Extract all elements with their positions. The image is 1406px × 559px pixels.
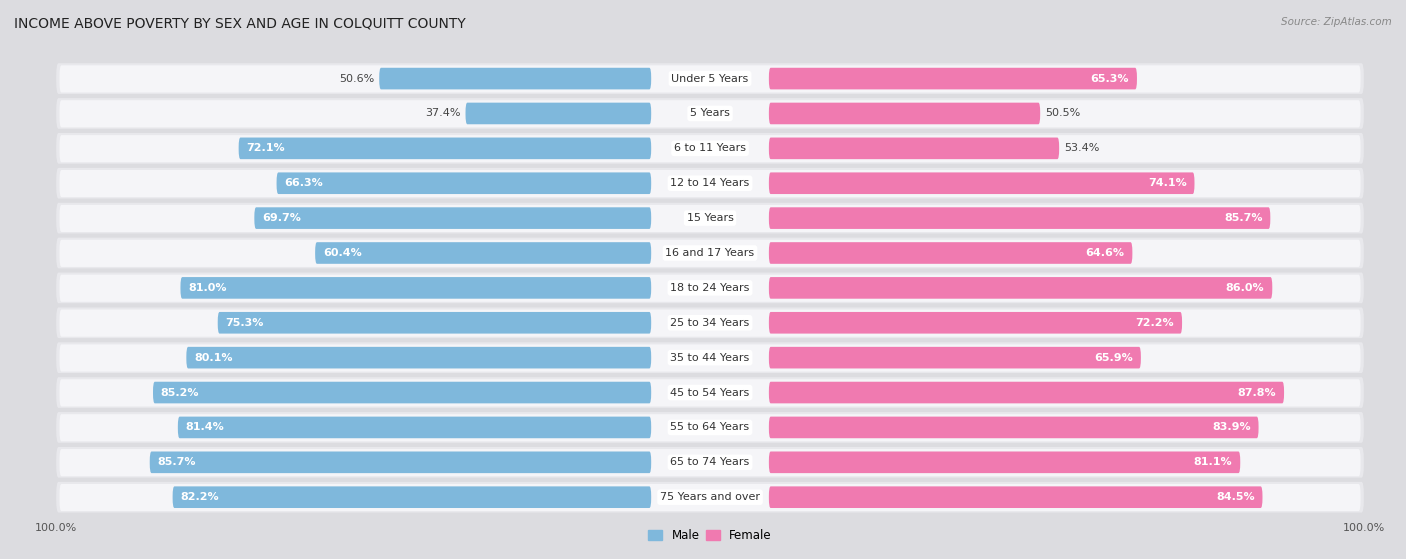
Text: 81.4%: 81.4% [186,423,225,433]
Text: INCOME ABOVE POVERTY BY SEX AND AGE IN COLQUITT COUNTY: INCOME ABOVE POVERTY BY SEX AND AGE IN C… [14,17,465,31]
Text: Source: ZipAtlas.com: Source: ZipAtlas.com [1281,17,1392,27]
Legend: Male, Female: Male, Female [644,524,776,547]
Text: 16 and 17 Years: 16 and 17 Years [665,248,755,258]
Text: 25 to 34 Years: 25 to 34 Years [671,318,749,328]
Text: 81.0%: 81.0% [188,283,226,293]
Text: 82.2%: 82.2% [180,492,219,502]
FancyBboxPatch shape [180,277,651,299]
Text: 85.2%: 85.2% [160,387,200,397]
FancyBboxPatch shape [56,377,1364,408]
FancyBboxPatch shape [59,100,1361,127]
Text: 81.1%: 81.1% [1194,457,1233,467]
Text: 55 to 64 Years: 55 to 64 Years [671,423,749,433]
FancyBboxPatch shape [59,414,1361,442]
FancyBboxPatch shape [56,133,1364,164]
Text: 6 to 11 Years: 6 to 11 Years [673,143,747,153]
Text: 69.7%: 69.7% [262,213,301,223]
FancyBboxPatch shape [153,382,651,404]
Text: 72.1%: 72.1% [246,143,285,153]
FancyBboxPatch shape [56,412,1364,443]
FancyBboxPatch shape [218,312,651,334]
Text: 66.3%: 66.3% [284,178,323,188]
FancyBboxPatch shape [56,63,1364,94]
FancyBboxPatch shape [59,449,1361,476]
FancyBboxPatch shape [149,452,651,473]
Text: 85.7%: 85.7% [1225,213,1263,223]
FancyBboxPatch shape [59,274,1361,302]
FancyBboxPatch shape [254,207,651,229]
FancyBboxPatch shape [239,138,651,159]
Text: 72.2%: 72.2% [1136,318,1174,328]
Text: 80.1%: 80.1% [194,353,232,363]
FancyBboxPatch shape [769,277,1272,299]
FancyBboxPatch shape [769,172,1195,194]
Text: 12 to 14 Years: 12 to 14 Years [671,178,749,188]
FancyBboxPatch shape [769,138,1059,159]
Text: 18 to 24 Years: 18 to 24 Years [671,283,749,293]
FancyBboxPatch shape [769,68,1137,89]
FancyBboxPatch shape [177,416,651,438]
FancyBboxPatch shape [380,68,651,89]
FancyBboxPatch shape [315,242,651,264]
FancyBboxPatch shape [59,240,1361,267]
Text: 45 to 54 Years: 45 to 54 Years [671,387,749,397]
Text: 65.3%: 65.3% [1091,74,1129,84]
FancyBboxPatch shape [769,486,1263,508]
Text: 87.8%: 87.8% [1237,387,1277,397]
FancyBboxPatch shape [56,98,1364,129]
FancyBboxPatch shape [769,242,1132,264]
Text: 74.1%: 74.1% [1147,178,1187,188]
FancyBboxPatch shape [173,486,651,508]
Text: 84.5%: 84.5% [1216,492,1254,502]
Text: 64.6%: 64.6% [1085,248,1125,258]
Text: 86.0%: 86.0% [1226,283,1264,293]
FancyBboxPatch shape [187,347,651,368]
FancyBboxPatch shape [59,205,1361,232]
FancyBboxPatch shape [769,382,1284,404]
FancyBboxPatch shape [56,273,1364,303]
Text: 50.6%: 50.6% [339,74,374,84]
Text: 65 to 74 Years: 65 to 74 Years [671,457,749,467]
FancyBboxPatch shape [56,168,1364,198]
FancyBboxPatch shape [56,238,1364,268]
FancyBboxPatch shape [59,484,1361,511]
Text: 85.7%: 85.7% [157,457,195,467]
Text: 60.4%: 60.4% [323,248,361,258]
FancyBboxPatch shape [769,416,1258,438]
Text: 75 Years and over: 75 Years and over [659,492,761,502]
Text: 5 Years: 5 Years [690,108,730,119]
FancyBboxPatch shape [59,135,1361,162]
FancyBboxPatch shape [465,103,651,124]
FancyBboxPatch shape [277,172,651,194]
FancyBboxPatch shape [56,307,1364,338]
FancyBboxPatch shape [59,310,1361,337]
FancyBboxPatch shape [59,380,1361,406]
Text: Under 5 Years: Under 5 Years [672,74,748,84]
Text: 65.9%: 65.9% [1094,353,1133,363]
FancyBboxPatch shape [769,452,1240,473]
Text: 50.5%: 50.5% [1046,108,1081,119]
Text: 15 Years: 15 Years [686,213,734,223]
Text: 37.4%: 37.4% [425,108,460,119]
FancyBboxPatch shape [56,203,1364,234]
FancyBboxPatch shape [56,482,1364,513]
Text: 53.4%: 53.4% [1064,143,1099,153]
Text: 35 to 44 Years: 35 to 44 Years [671,353,749,363]
FancyBboxPatch shape [56,342,1364,373]
FancyBboxPatch shape [59,170,1361,197]
FancyBboxPatch shape [59,65,1361,93]
FancyBboxPatch shape [769,347,1140,368]
FancyBboxPatch shape [56,447,1364,477]
FancyBboxPatch shape [59,344,1361,372]
Text: 75.3%: 75.3% [225,318,264,328]
FancyBboxPatch shape [769,312,1182,334]
Text: 83.9%: 83.9% [1212,423,1251,433]
FancyBboxPatch shape [769,207,1271,229]
FancyBboxPatch shape [769,103,1040,124]
